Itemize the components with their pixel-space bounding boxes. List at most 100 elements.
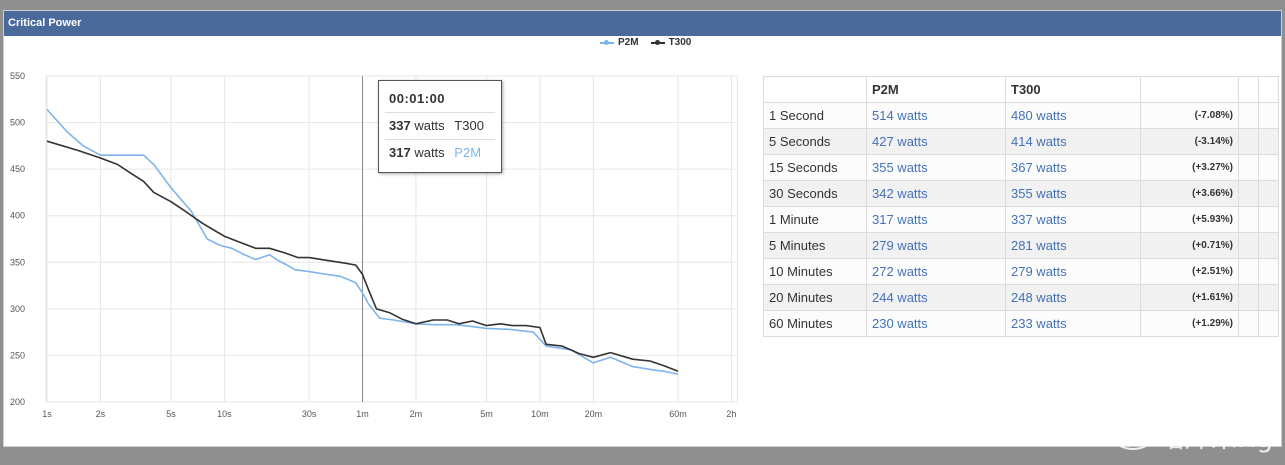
weibo-icon (1112, 423, 1153, 450)
table-row: 5 Minutes 279 watts 281 watts (+0.71%) (763, 232, 1279, 259)
x-tick-label: 30s (302, 409, 317, 419)
p2m-watts-cell[interactable]: 244 watts (866, 284, 1006, 311)
empty-cell (1258, 232, 1279, 259)
chart-legend: P2M T300 (600, 37, 691, 48)
watermark: 塔库米Hg (1112, 418, 1273, 455)
x-tick-label: 10s (217, 409, 232, 419)
p2m-watts-cell[interactable]: 355 watts (866, 154, 1006, 181)
duration-cell: 1 Minute (763, 206, 867, 233)
p2m-watts-cell[interactable]: 279 watts (866, 232, 1006, 259)
legend-marker-t300 (650, 39, 665, 45)
empty-cell (1258, 154, 1279, 181)
t300-watts-cell[interactable]: 279 watts (1005, 258, 1141, 285)
legend-item-t300[interactable]: T300 (650, 37, 691, 48)
empty-cell (1238, 128, 1259, 155)
t300-watts-cell[interactable]: 414 watts (1005, 128, 1141, 155)
y-tick-label: 450 (10, 164, 25, 174)
p2m-watts-cell[interactable]: 514 watts (866, 102, 1006, 129)
y-tick-label: 300 (10, 304, 25, 314)
empty-cell (1258, 310, 1279, 337)
t300-watts-cell[interactable]: 281 watts (1005, 232, 1141, 259)
table-row: 10 Minutes 272 watts 279 watts (+2.51%) (763, 258, 1279, 285)
tooltip-row-p2m: 317 watts P2M (389, 145, 481, 160)
tooltip-value-t300: 337 (389, 118, 411, 133)
duration-cell: 15 Seconds (763, 154, 867, 181)
tooltip-unit-t300: watts (414, 118, 445, 133)
t300-watts-cell[interactable]: 355 watts (1005, 180, 1141, 207)
y-tick-label: 250 (10, 350, 25, 360)
x-tick-label: 2m (410, 409, 423, 419)
tooltip-unit-p2m: watts (414, 145, 445, 160)
empty-cell (1258, 180, 1279, 207)
t300-watts-cell[interactable]: 248 watts (1005, 284, 1141, 311)
pct-change-cell: (-7.08%) (1140, 102, 1239, 129)
x-tick-label: 5m (480, 409, 493, 419)
header-p2m[interactable]: P2M (866, 76, 1006, 103)
x-tick-label: 10m (531, 409, 549, 419)
tooltip-value-p2m: 317 (389, 145, 411, 160)
table-row: 1 Minute 317 watts 337 watts (+5.93%) (763, 206, 1279, 233)
table-row: 30 Seconds 342 watts 355 watts (+3.66%) (763, 180, 1279, 207)
t300-watts-cell[interactable]: 337 watts (1005, 206, 1141, 233)
x-tick-label: 20m (585, 409, 603, 419)
p2m-watts-cell[interactable]: 342 watts (866, 180, 1006, 207)
empty-cell (1238, 310, 1259, 337)
duration-cell: 5 Seconds (763, 128, 867, 155)
p2m-watts-cell[interactable]: 272 watts (866, 258, 1006, 285)
empty-cell (1238, 232, 1259, 259)
p2m-watts-cell[interactable]: 317 watts (866, 206, 1006, 233)
tooltip-row-t300: 337 watts T300 (389, 118, 484, 133)
table-row: 15 Seconds 355 watts 367 watts (+3.27%) (763, 154, 1279, 181)
x-tick-label: 1s (42, 409, 52, 419)
y-tick-label: 200 (10, 397, 25, 407)
p2m-watts-cell[interactable]: 230 watts (866, 310, 1006, 337)
empty-cell (1258, 102, 1279, 129)
empty-cell (1258, 284, 1279, 311)
empty-cell (1238, 206, 1259, 233)
duration-cell: 20 Minutes (763, 284, 867, 311)
x-tick-label: 1m (356, 409, 369, 419)
critical-power-table: P2M T300 1 Second 514 watts 480 watts (-7.0… (763, 76, 1279, 337)
pct-change-cell: (+5.93%) (1140, 206, 1239, 233)
chart-tooltip: 00:01:00 337 watts T300 317 watts P2M (378, 80, 502, 173)
pct-change-cell: (+3.66%) (1140, 180, 1239, 207)
table-row: 5 Seconds 427 watts 414 watts (-3.14%) (763, 128, 1279, 155)
empty-cell (1238, 102, 1259, 129)
table-row: 1 Second 514 watts 480 watts (-7.08%) (763, 102, 1279, 129)
panel-title: Critical Power (4, 11, 1281, 36)
pct-change-cell: (+2.51%) (1140, 258, 1239, 285)
header-extra-2 (1258, 76, 1279, 103)
pct-change-cell: (-3.14%) (1140, 128, 1239, 155)
empty-cell (1238, 284, 1259, 311)
pct-change-cell: (+0.71%) (1140, 232, 1239, 259)
header-t300[interactable]: T300 (1005, 76, 1141, 103)
duration-cell: 10 Minutes (763, 258, 867, 285)
legend-label-p2m: P2M (618, 37, 639, 48)
watermark-text: 塔库米Hg (1158, 424, 1273, 454)
tooltip-series-t300: T300 (454, 118, 484, 133)
empty-cell (1238, 180, 1259, 207)
y-tick-label: 550 (10, 71, 25, 81)
x-tick-label: 60m (669, 409, 687, 419)
table-header-row: P2M T300 (763, 76, 1279, 103)
t300-watts-cell[interactable]: 233 watts (1005, 310, 1141, 337)
empty-cell (1238, 258, 1259, 285)
y-tick-label: 400 (10, 211, 25, 221)
tooltip-time: 00:01:00 (389, 91, 446, 106)
x-tick-label: 2s (96, 409, 106, 419)
empty-cell (1258, 128, 1279, 155)
header-extra-1 (1238, 76, 1259, 103)
duration-cell: 1 Second (763, 102, 867, 129)
t300-watts-cell[interactable]: 480 watts (1005, 102, 1141, 129)
t300-watts-cell[interactable]: 367 watts (1005, 154, 1141, 181)
legend-marker-p2m (600, 39, 614, 45)
x-tick-label: 2h (726, 409, 736, 419)
duration-cell: 5 Minutes (763, 232, 867, 259)
tooltip-series-p2m: P2M (454, 145, 482, 160)
empty-cell (1258, 258, 1279, 285)
legend-item-p2m[interactable]: P2M (600, 37, 639, 48)
pct-change-cell: (+1.29%) (1140, 310, 1239, 337)
p2m-watts-cell[interactable]: 427 watts (866, 128, 1006, 155)
header-duration (763, 76, 867, 103)
series-line-p2m (46, 108, 679, 375)
